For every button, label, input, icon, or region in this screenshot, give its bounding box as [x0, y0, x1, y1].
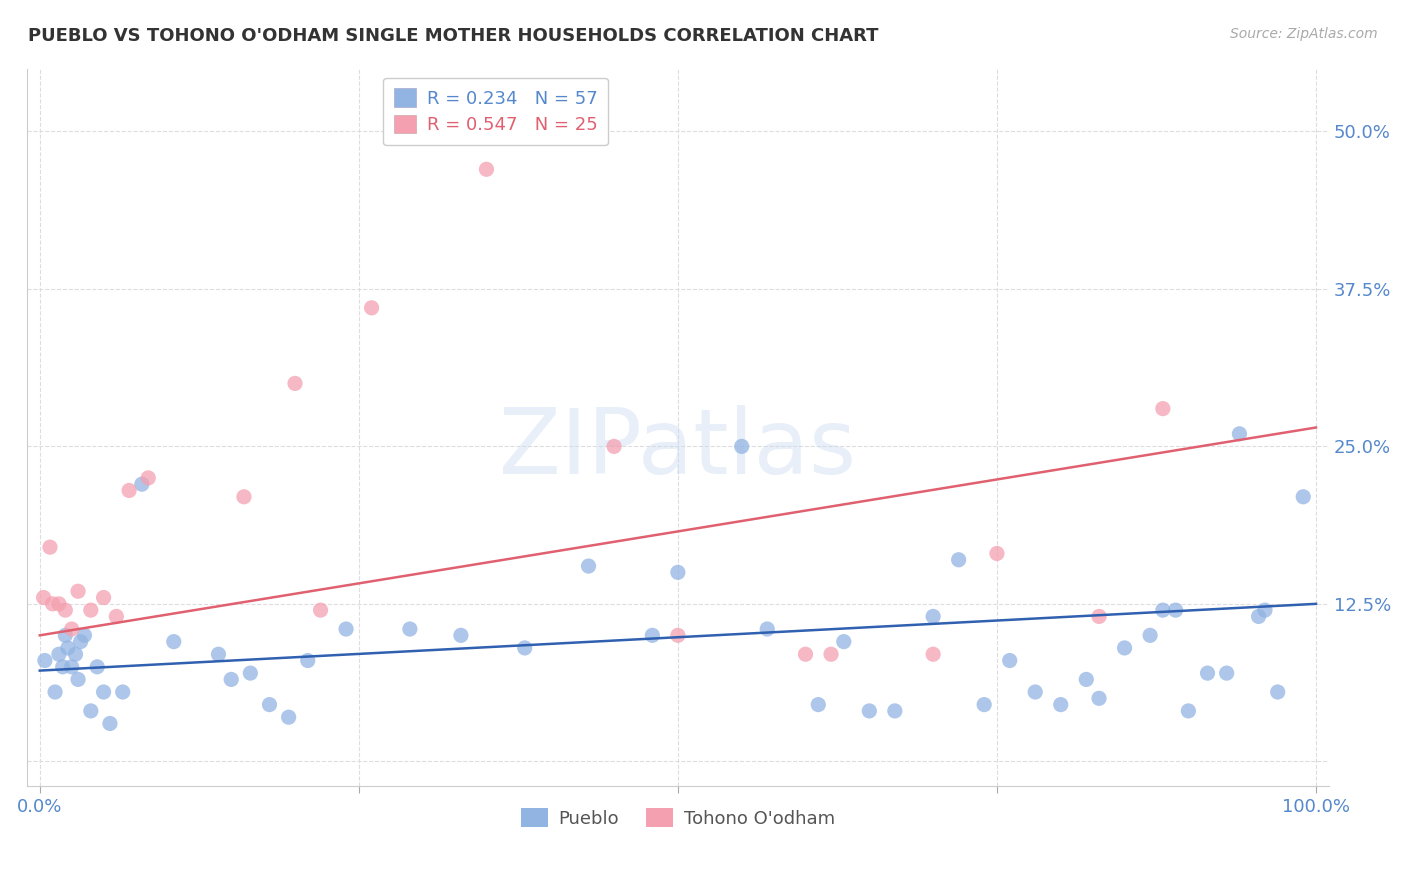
Point — [277, 710, 299, 724]
Point — [731, 439, 754, 453]
Point — [578, 559, 600, 574]
Point — [48, 647, 70, 661]
Point — [65, 647, 87, 661]
Legend: Pueblo, Tohono O'odham: Pueblo, Tohono O'odham — [513, 801, 842, 835]
Point — [807, 698, 830, 712]
Point — [309, 603, 332, 617]
Point — [44, 685, 66, 699]
Point — [450, 628, 472, 642]
Point — [86, 660, 108, 674]
Point — [41, 597, 63, 611]
Point — [1024, 685, 1046, 699]
Point — [131, 477, 153, 491]
Point — [832, 634, 855, 648]
Point — [32, 591, 55, 605]
Point — [335, 622, 357, 636]
Point — [53, 603, 76, 617]
Point — [67, 584, 90, 599]
Point — [1254, 603, 1277, 617]
Text: ZIPatlas: ZIPatlas — [499, 405, 856, 493]
Point — [360, 301, 382, 315]
Point — [1139, 628, 1161, 642]
Point — [986, 546, 1008, 560]
Point — [1267, 685, 1289, 699]
Point — [105, 609, 128, 624]
Point — [1197, 666, 1219, 681]
Point — [1088, 691, 1111, 706]
Point — [883, 704, 905, 718]
Text: Source: ZipAtlas.com: Source: ZipAtlas.com — [1230, 27, 1378, 41]
Point — [297, 653, 319, 667]
Point — [80, 704, 103, 718]
Point — [259, 698, 281, 712]
Point — [794, 647, 817, 661]
Point — [513, 640, 536, 655]
Point — [73, 628, 96, 642]
Point — [233, 490, 256, 504]
Point — [56, 640, 79, 655]
Point — [219, 673, 242, 687]
Point — [475, 162, 498, 177]
Point — [1292, 490, 1315, 504]
Point — [666, 566, 689, 580]
Point — [948, 553, 970, 567]
Point — [1088, 609, 1111, 624]
Point — [641, 628, 664, 642]
Point — [603, 439, 626, 453]
Point — [163, 634, 186, 648]
Point — [207, 647, 229, 661]
Point — [52, 660, 75, 674]
Point — [1049, 698, 1071, 712]
Point — [98, 716, 121, 731]
Point — [1229, 426, 1251, 441]
Point — [53, 628, 76, 642]
Point — [67, 673, 90, 687]
Point — [93, 685, 115, 699]
Point — [1076, 673, 1098, 687]
Point — [118, 483, 141, 498]
Point — [1152, 401, 1174, 416]
Point — [1152, 603, 1174, 617]
Point — [239, 666, 262, 681]
Point — [1164, 603, 1187, 617]
Point — [284, 376, 307, 391]
Point — [858, 704, 880, 718]
Point — [973, 698, 995, 712]
Point — [111, 685, 134, 699]
Point — [399, 622, 422, 636]
Point — [93, 591, 115, 605]
Point — [1215, 666, 1237, 681]
Point — [756, 622, 779, 636]
Point — [34, 653, 56, 667]
Point — [60, 660, 83, 674]
Point — [80, 603, 103, 617]
Point — [922, 609, 945, 624]
Point — [820, 647, 842, 661]
Point — [48, 597, 70, 611]
Point — [69, 634, 91, 648]
Point — [666, 628, 689, 642]
Point — [998, 653, 1021, 667]
Text: PUEBLO VS TOHONO O'ODHAM SINGLE MOTHER HOUSEHOLDS CORRELATION CHART: PUEBLO VS TOHONO O'ODHAM SINGLE MOTHER H… — [28, 27, 879, 45]
Point — [922, 647, 945, 661]
Point — [136, 471, 159, 485]
Point — [1177, 704, 1199, 718]
Point — [1114, 640, 1136, 655]
Point — [60, 622, 83, 636]
Point — [1247, 609, 1270, 624]
Point — [39, 540, 62, 554]
